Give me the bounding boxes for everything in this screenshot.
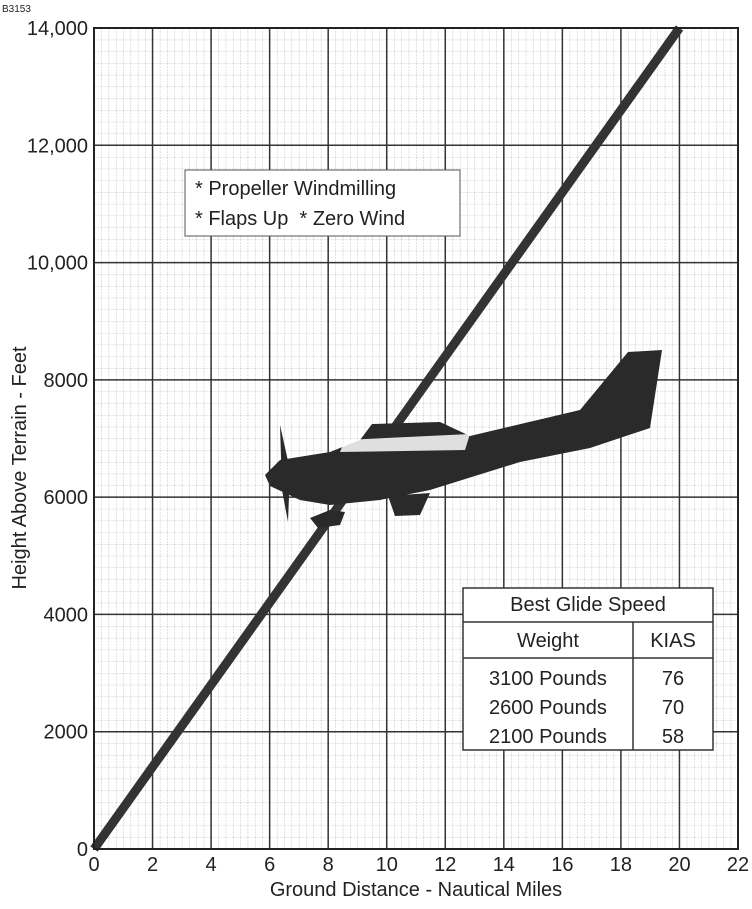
x-tick-label: 10 [376,854,398,876]
note: * Propeller Windmilling [195,178,396,200]
table-header: Weight [517,630,579,652]
note: * Flaps Up * Zero Wind [195,208,405,230]
x-tick-label: 8 [323,854,334,876]
y-axis-label: Height Above Terrain - Feet [9,346,31,590]
x-tick-label: 4 [206,854,217,876]
y-tick-label: 12,000 [27,135,88,157]
y-tick-label: 14,000 [27,18,88,40]
ticks: 0 2000 4000 6000 8000 10,000 12,000 14,000 0 2 4 6 8… [27,18,749,876]
x-tick-label: 0 [88,854,99,876]
table-frame [462,587,714,751]
y-tick-label: 6000 [44,487,89,509]
figure-id: B3153 [2,4,31,15]
table-cell: 70 [662,697,684,719]
x-tick-label: 12 [434,854,456,876]
table-title: Best Glide Speed [510,594,666,616]
table-cell: 76 [662,668,684,690]
glide-table: Best Glide Speed Weight KIAS 3100 Pounds… [462,587,714,751]
x-tick-label: 18 [610,854,632,876]
y-tick-label: 2000 [44,722,89,744]
x-axis-label: Ground Distance - Nautical Miles [270,879,562,901]
x-tick-label: 16 [551,854,573,876]
x-tick-label: 20 [668,854,690,876]
x-tick-label: 2 [147,854,158,876]
table-cell: 58 [662,726,684,748]
y-tick-label: 0 [77,839,88,861]
airplane-windows [340,434,470,452]
plot-frame [93,27,739,850]
x-tick-label: 6 [264,854,275,876]
table-cell: 2100 Pounds [489,726,607,748]
y-tick-label: 10,000 [27,253,88,275]
x-tick-label: 14 [493,854,515,876]
table-cell: 3100 Pounds [489,668,607,690]
y-tick-label: 4000 [44,604,89,626]
y-tick-label: 8000 [44,370,89,392]
table-cell: 2600 Pounds [489,697,607,719]
table-header: KIAS [650,630,696,652]
x-tick-label: 22 [727,854,749,876]
notes-box [184,169,461,237]
